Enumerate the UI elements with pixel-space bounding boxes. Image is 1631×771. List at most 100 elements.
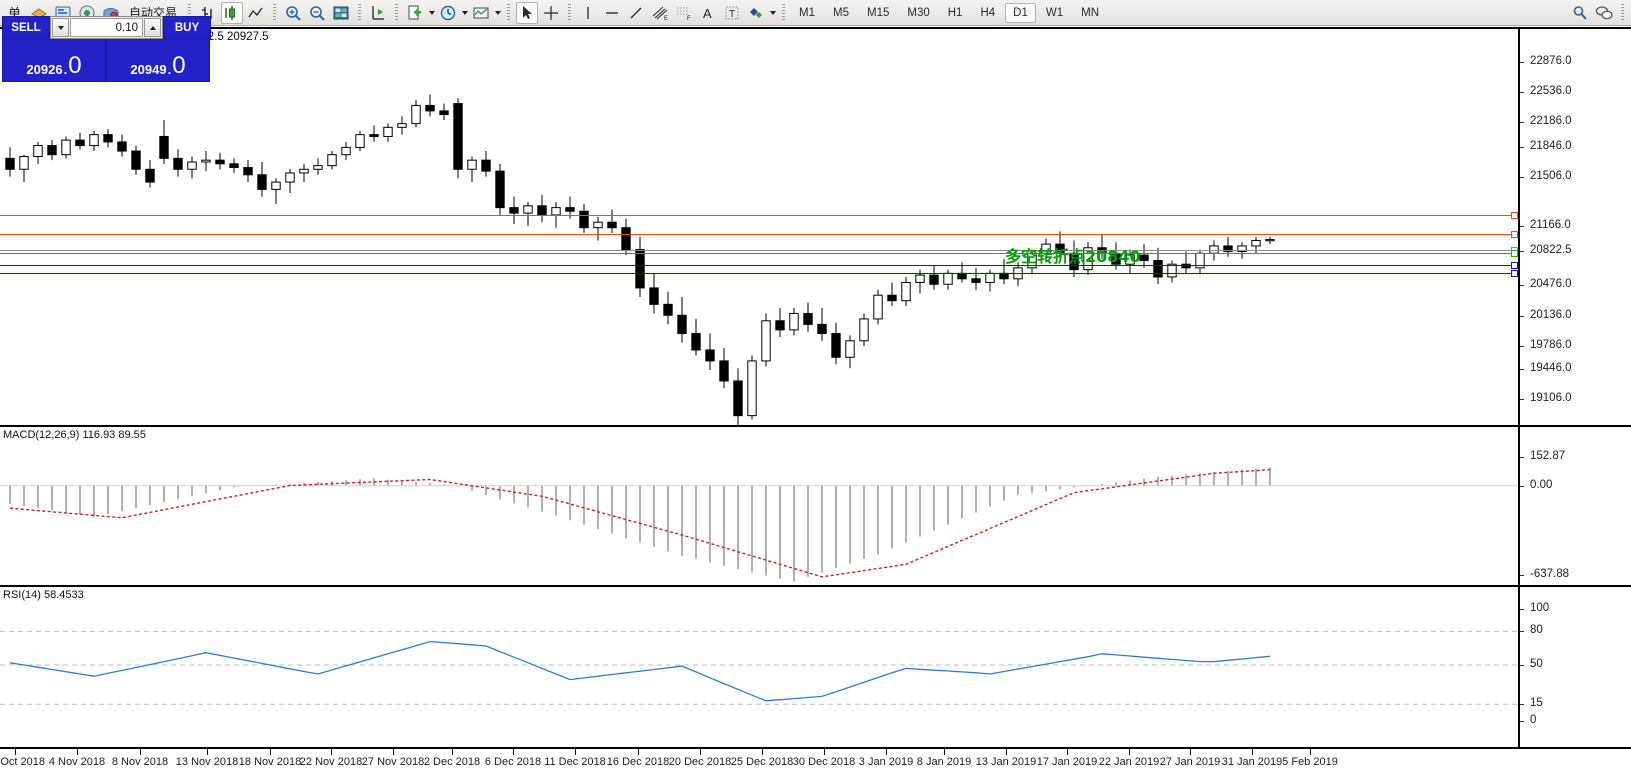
date-tick-mark [944,749,945,755]
timeframe-button-mn[interactable]: MN [1081,6,1099,19]
volume-stepper[interactable]: 0.10 [50,16,163,39]
date-tick-mark [762,749,763,755]
fibonacci-icon[interactable]: F [673,2,695,24]
timeframe-button-m1[interactable]: M1 [799,6,816,19]
price-tick-label: 19106.0 [1530,392,1572,404]
indicators-icon[interactable] [470,2,492,24]
volume-input[interactable]: 0.10 [70,18,143,37]
level-line-segment [0,250,1518,251]
level-drag-handle[interactable] [1511,262,1518,269]
chat-icon[interactable] [1593,2,1615,24]
timeframe-button-m30[interactable]: M30 [907,6,930,19]
cursor-icon[interactable] [516,1,539,24]
price-tick-mark [1520,369,1524,370]
level-drag-handle[interactable] [1511,231,1518,238]
price-tick-label: 20136.0 [1530,309,1572,321]
sell-price-sep: . [63,62,68,77]
bar-chart-icon[interactable] [197,2,219,24]
date-tick-label: 30 Oct 2018 [0,756,45,768]
volume-increase-button[interactable] [144,18,161,37]
price-tick-label: 21506.0 [1530,170,1572,182]
level-line-segment [0,215,1518,216]
sell-button[interactable]: SELL [2,16,50,39]
shapes-icon[interactable] [745,2,767,24]
date-tick-label: 27 Jan 2019 [1159,756,1221,768]
toolbar-separator [271,3,278,23]
svg-text:E: E [664,16,668,22]
buy-price[interactable]: 20949. 0 [106,39,210,82]
rsi-pane[interactable]: RSI(14) 58.4533 100 80 50 15 0 [0,585,1631,749]
timeframe-button-m5[interactable]: M5 [833,6,849,19]
date-tick-mark [513,749,514,755]
horizontal-line-icon[interactable] [601,2,623,24]
chart-annotation: 多空转折点20840 [1005,247,1141,266]
volume-decrease-button[interactable] [52,18,69,37]
date-tick-label: 2 Dec 2018 [423,756,481,768]
shapes-dropdown-caret[interactable] [768,3,777,23]
date-tick-mark [140,749,141,755]
date-tick-label: 20 Dec 2018 [668,756,732,768]
timeframe-button-h4[interactable]: H4 [980,6,996,19]
equidistant-channel-icon[interactable]: E [649,2,671,24]
price-tick-mark [1520,92,1524,93]
macd-tick-mark [1520,485,1524,487]
chevron-up-icon [149,25,156,30]
one-click-trading-panel[interactable]: SELL 0.10 BUY 20926. 0 20949. 0 [2,16,211,82]
autoscroll-icon[interactable] [367,2,389,24]
date-tick-mark [575,749,576,755]
indicators-dropdown-caret[interactable] [493,3,502,23]
buy-price-int: 20949 [130,62,167,77]
chart-shift-icon[interactable] [330,2,352,24]
search-icon[interactable] [1569,2,1591,24]
text-label-icon[interactable]: T [721,2,743,24]
zoom-in-icon[interactable] [282,2,304,24]
price-tick-label: 19786.0 [1530,339,1572,351]
rsi-axis: 100 80 50 15 0 [1518,587,1631,749]
timeframe-button-d1[interactable]: D1 [1005,2,1036,23]
toolbar-separator [505,3,512,23]
macd-title: MACD(12,26,9) 116.93 89.55 [3,429,146,441]
rsi-tick-label: 100 [1530,602,1550,614]
trendline-icon[interactable] [625,2,647,24]
period-icon[interactable] [437,2,459,24]
price-tick-mark [1520,251,1524,252]
line-chart-icon[interactable] [245,2,267,24]
date-tick-label: 25 Dec 2018 [730,756,794,768]
toolbar-separator [393,3,400,23]
date-tick-mark [393,749,394,755]
timeframe-button-w1[interactable]: W1 [1045,6,1064,19]
level-drag-handle[interactable] [1511,270,1518,277]
timeframe-button-h1[interactable]: H1 [947,6,963,19]
crosshair-icon[interactable] [540,2,562,24]
price-tick-label: 21166.0 [1530,219,1571,231]
template-icon[interactable] [404,2,426,24]
macd-pane[interactable]: MACD(12,26,9) 116.93 89.55 152.87 0.00 -63… [0,425,1631,585]
date-tick-label: 5 Feb 2019 [1282,756,1338,768]
candlestick-chart-icon[interactable] [221,1,244,24]
price-pane[interactable]: 21226.3 21057.8 20927.5 20840.1 20726.1 … [0,29,1631,442]
price-tick-mark [1520,177,1524,178]
date-tick-mark [331,749,332,755]
date-tick-label: 11 Dec 2018 [544,756,606,768]
date-tick-mark [1067,749,1068,755]
date-tick-label: 22 Nov 2018 [299,756,363,768]
sell-price[interactable]: 20926. 0 [2,39,106,82]
price-tick-mark [1520,285,1524,286]
macd-tick-mark [1520,575,1524,576]
toolbar-separator [566,3,573,23]
period-dropdown-caret[interactable] [460,3,469,23]
buy-button[interactable]: BUY [163,16,211,39]
chevron-down-icon [57,25,64,30]
text-icon[interactable]: A [697,2,719,24]
price-axis[interactable]: 22876.0 22536.0 22186.0 21846.0 21506.0 21166… [1518,29,1631,442]
chart-frame[interactable]: JPN225-,Daily 20922.5 20932.5 20922.5 20… [0,27,1631,771]
price-tick-label: 21846.0 [1530,140,1572,152]
template-dropdown-caret[interactable] [427,3,436,23]
date-tick-label: 16 Dec 2018 [606,756,670,768]
zoom-out-icon[interactable] [306,2,328,24]
timeframe-button-m15[interactable]: M15 [867,6,890,19]
vertical-line-icon[interactable] [577,2,599,24]
level-drag-handle[interactable] [1511,212,1518,219]
level-drag-handle[interactable] [1511,250,1518,257]
macd-tick-mark [1520,457,1524,458]
